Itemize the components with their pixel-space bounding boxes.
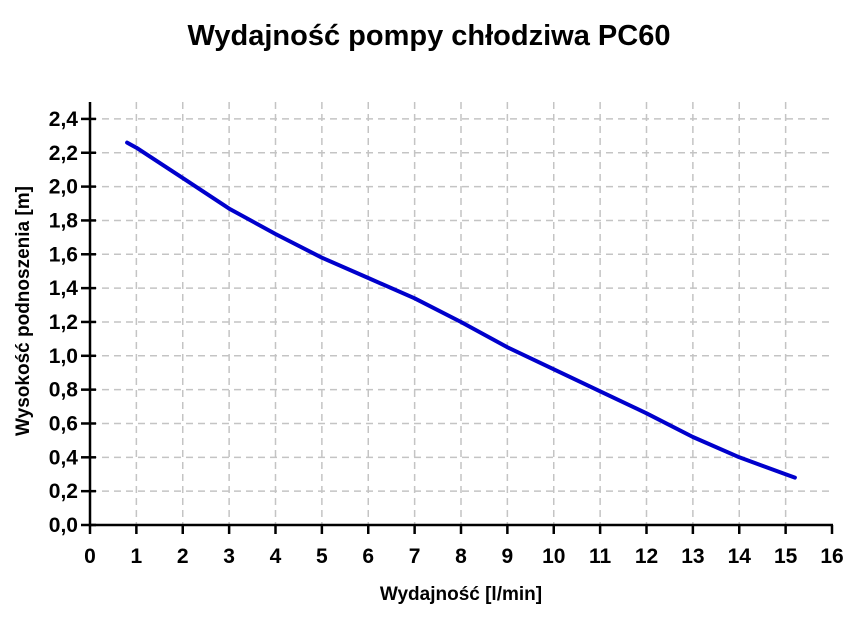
x-tick-label: 3	[223, 545, 235, 568]
x-tick-label: 5	[316, 545, 328, 568]
y-tick-label: 2,0	[49, 176, 78, 199]
x-tick-label: 4	[270, 545, 282, 568]
y-tick-label: 1,4	[49, 277, 79, 300]
x-tick-label: 9	[502, 545, 514, 568]
x-tick-label: 2	[177, 545, 189, 568]
x-tick-label: 0	[84, 545, 96, 568]
y-tick-label: 2,2	[49, 142, 78, 165]
tick-labels: 0 1 2 3 4 5 6 7 8 9 10 11 12 13 14 15 160,00,20,40,60,81…	[49, 108, 844, 568]
x-tick-label: 11	[589, 545, 612, 568]
pump-curve-line	[125, 140, 797, 480]
x-tick-label: 15	[774, 545, 798, 568]
y-tick-label: 0,0	[49, 514, 78, 537]
gridlines	[90, 102, 832, 525]
y-tick-label: 0,4	[49, 446, 79, 469]
y-tick-label: 0,2	[49, 480, 78, 503]
y-tick-label: 1,0	[49, 345, 78, 368]
x-tick-label: 7	[409, 545, 421, 568]
tick-marks	[81, 117, 834, 534]
y-tick-label: 0,6	[49, 412, 78, 435]
y-tick-label: 1,2	[49, 311, 78, 334]
x-tick-label: 14	[728, 545, 752, 568]
x-tick-label: 1	[131, 545, 143, 568]
x-tick-label: 16	[820, 545, 843, 568]
y-tick-label: 1,8	[49, 209, 79, 232]
y-tick-label: 2,4	[49, 108, 79, 131]
x-tick-label: 12	[635, 545, 658, 568]
y-tick-label: 1,6	[49, 243, 78, 266]
x-axis-title: Wydajność [l/min]	[379, 584, 543, 605]
x-tick-label: 8	[455, 545, 467, 568]
x-tick-label: 13	[681, 545, 704, 568]
chart-title: Wydajność pompy chłodziwa PC60	[187, 20, 671, 52]
y-axis-title: Wysokość podnoszenia [m]	[13, 186, 34, 436]
y-tick-label: 0,8	[49, 379, 79, 402]
x-tick-label: 6	[362, 545, 374, 568]
x-tick-label: 10	[542, 545, 565, 568]
